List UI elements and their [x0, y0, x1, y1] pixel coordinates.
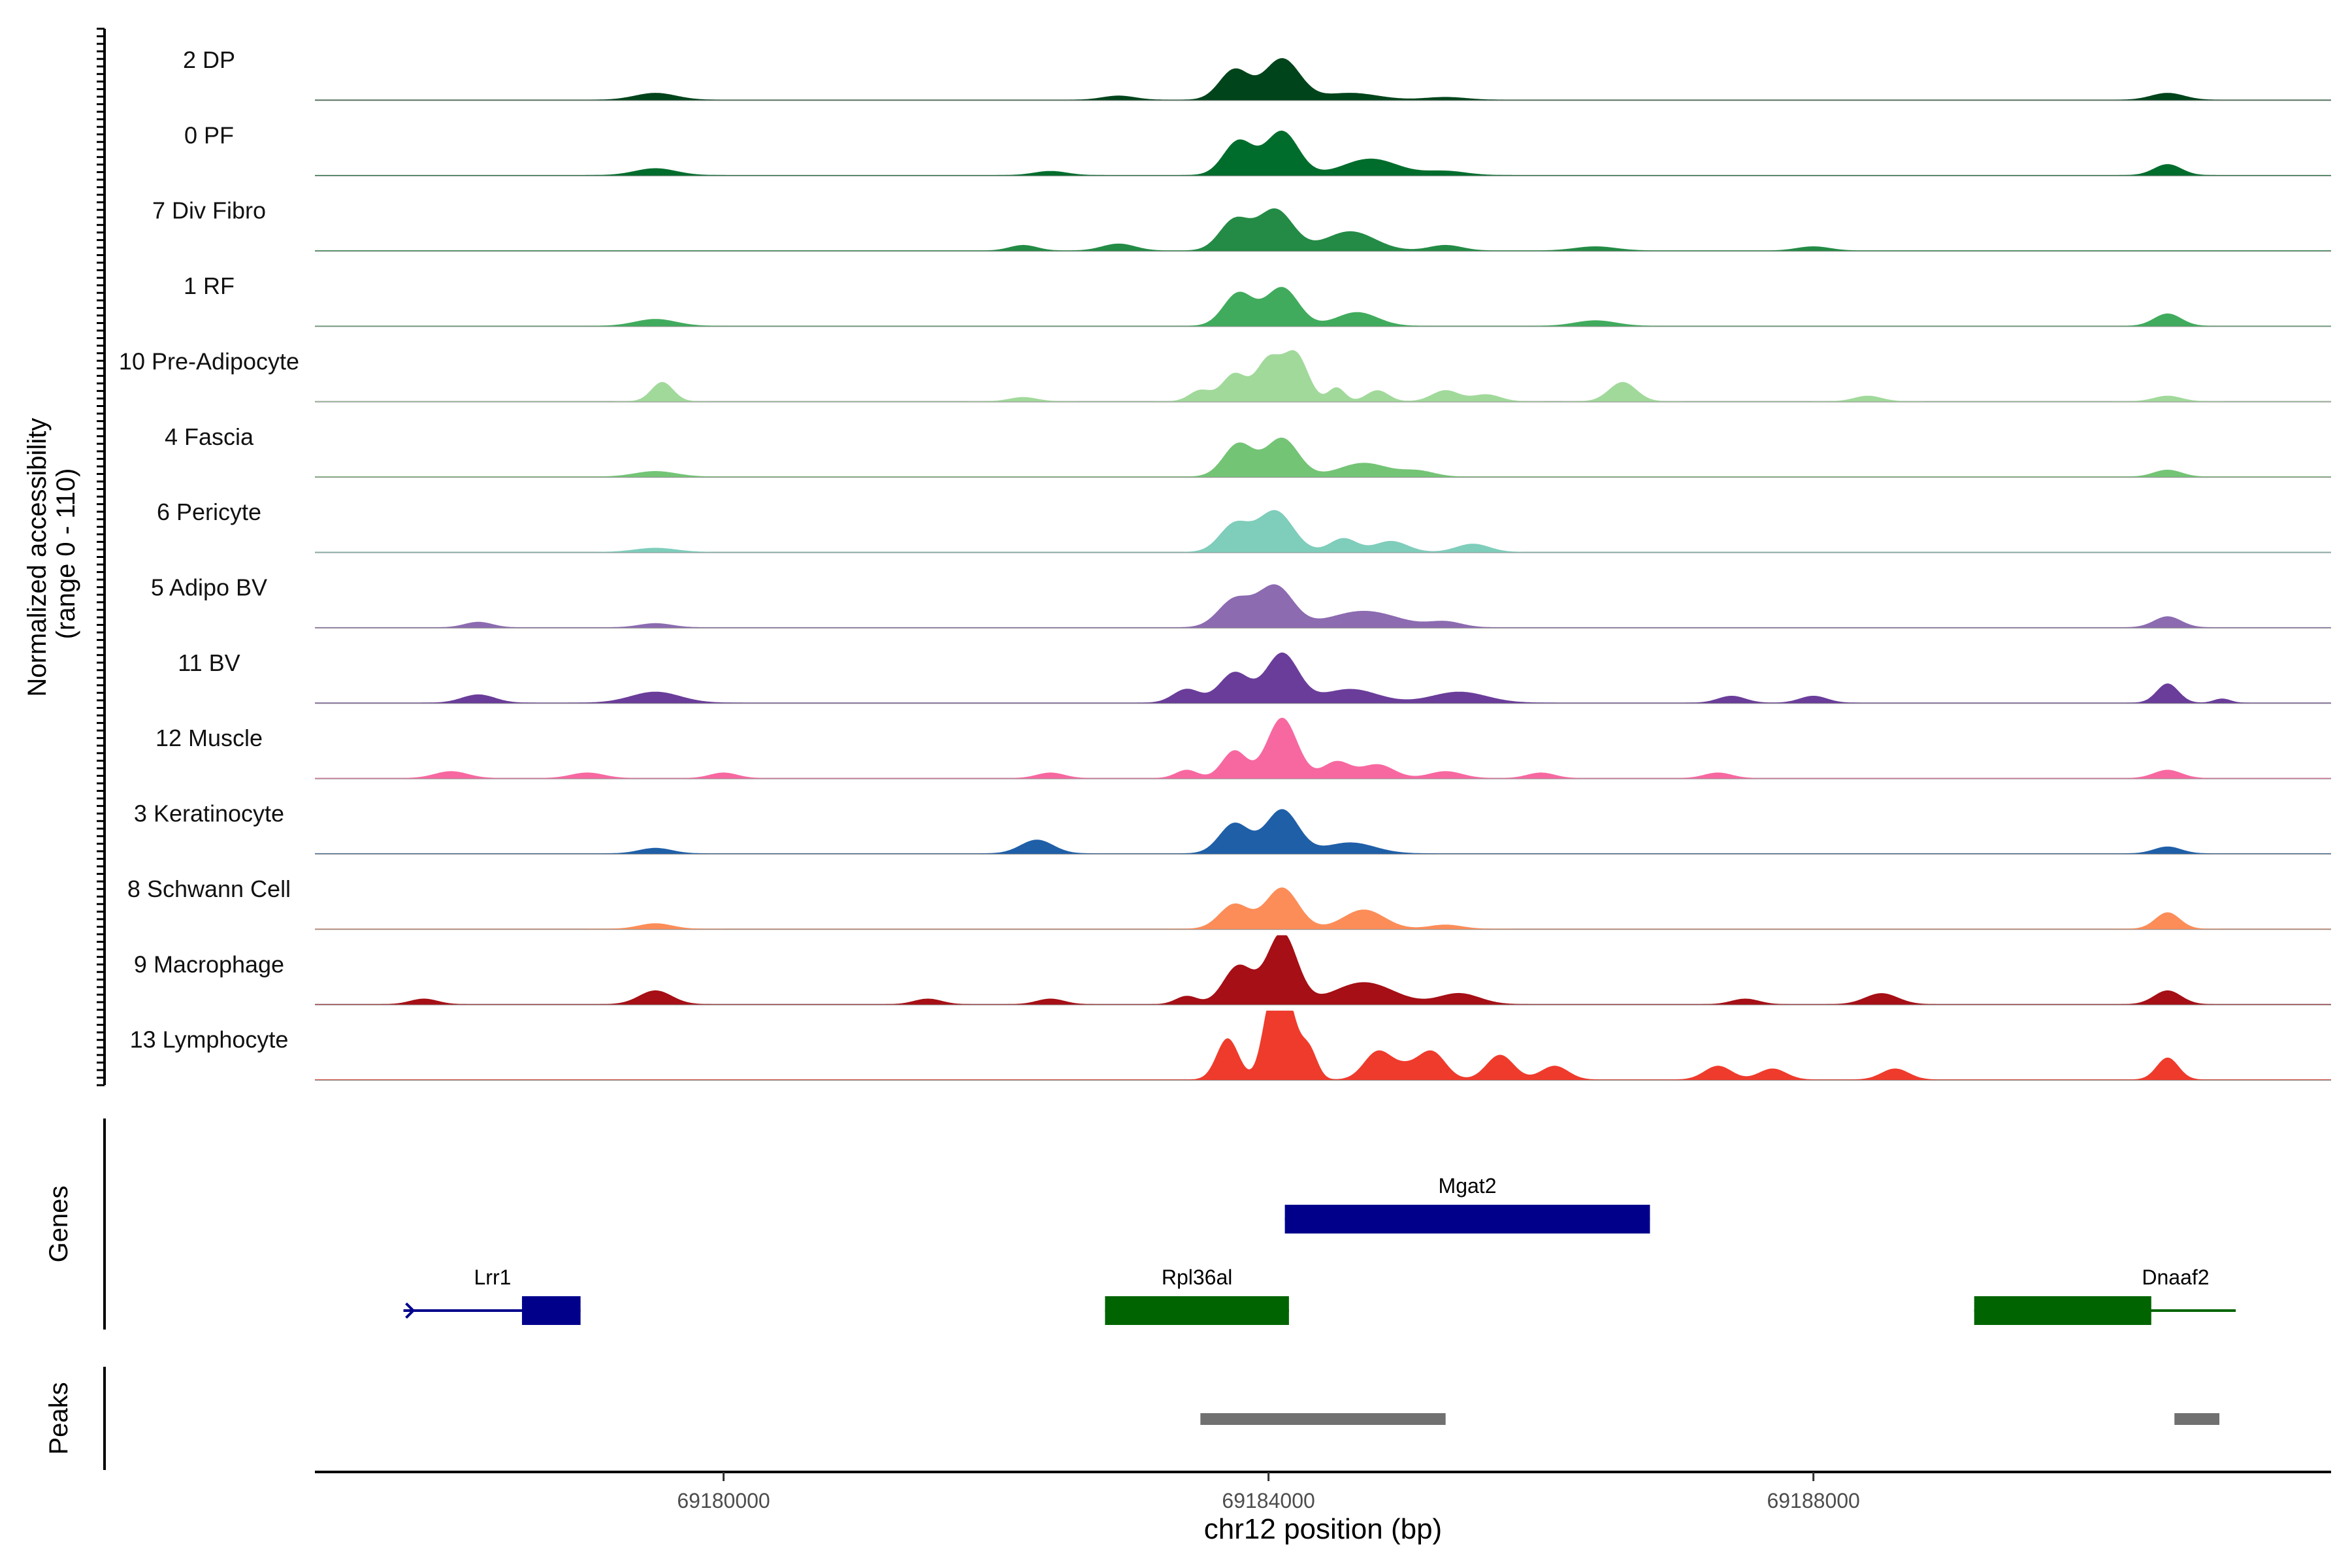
gene-mgat2: Mgat2	[1284, 1174, 1650, 1233]
x-axis-ticks: 69180000 69184000 69188000	[677, 1472, 1860, 1512]
track-label: 13 Lymphocyte	[130, 1026, 289, 1053]
peak-regions	[1200, 1413, 2220, 1425]
strand-arrow	[1106, 1302, 1117, 1319]
track-label: 12 Muscle	[155, 725, 263, 751]
track-13-lymphocyte: 13 Lymphocyte	[130, 1010, 2331, 1081]
coverage-area	[315, 287, 2331, 327]
y-axis-label-line1: Normalized accessibility	[23, 418, 52, 697]
gene-rpl36al: Rpl36al	[1105, 1266, 1289, 1325]
y-axis-label: Normalized accessibility (range 0 - 110)	[23, 411, 80, 697]
track-label: 10 Pre-Adipocyte	[119, 348, 299, 374]
track-label: 7 Div Fibro	[152, 197, 266, 224]
coverage-area	[315, 1010, 2331, 1080]
strand-arrow	[1286, 1211, 1297, 1228]
coverage-area	[315, 350, 2331, 402]
coverage-area	[315, 935, 2331, 1005]
y-axis-ticks	[97, 27, 105, 1086]
gene-label: Lrr1	[474, 1266, 511, 1289]
track-9-macrophage: 9 Macrophage	[134, 935, 2331, 1005]
track-8-schwann-cell: 8 Schwann Cell	[127, 875, 2331, 930]
strand-arrow	[1976, 1302, 1986, 1319]
track-2-dp: 2 DP	[183, 46, 2331, 101]
track-1-rf: 1 RF	[184, 272, 2331, 327]
coverage-area	[315, 130, 2331, 176]
peak-region	[1200, 1413, 1446, 1425]
gene-label: Rpl36al	[1162, 1266, 1233, 1289]
coverage-area	[315, 652, 2331, 704]
track-12-muscle: 12 Muscle	[155, 717, 2331, 779]
coverage-area	[315, 437, 2331, 478]
track-7-div-fibro: 7 Div Fibro	[152, 197, 2331, 252]
gene-dnaaf2: Dnaaf2	[1974, 1266, 2236, 1325]
track-10-pre-adipocyte: 10 Pre-Adipocyte	[119, 348, 2331, 402]
track-11-bv: 11 BV	[178, 649, 2331, 704]
x-tick-label: 69180000	[677, 1489, 770, 1512]
coverage-area	[315, 809, 2331, 854]
track-label: 2 DP	[183, 46, 235, 73]
track-label: 11 BV	[178, 649, 240, 676]
coverage-area	[315, 584, 2331, 628]
coverage-area	[315, 58, 2331, 101]
x-axis-label: chr12 position (bp)	[1204, 1513, 1442, 1545]
track-label: 4 Fascia	[165, 423, 254, 450]
track-label: 0 PF	[184, 122, 234, 148]
coverage-area	[315, 510, 2331, 553]
gene-exon	[1284, 1205, 1650, 1233]
coverage-tracks: 2 DP 0 PF 7 Div Fibro 1 RF 10 Pre-Adipocyte 4…	[119, 46, 2331, 1081]
track-label: 6 Pericyte	[157, 498, 261, 525]
track-5-adipo-bv: 5 Adipo BV	[151, 574, 2331, 629]
gene-exon	[1105, 1296, 1289, 1325]
coverage-area	[315, 717, 2331, 779]
coverage-area	[315, 887, 2331, 930]
gene-exon	[1974, 1296, 2151, 1325]
track-6-pericyte: 6 Pericyte	[157, 498, 2331, 553]
gene-lrr1: Lrr1	[403, 1266, 581, 1325]
gene-label: Mgat2	[1439, 1174, 1497, 1198]
peaks-panel-label: Peaks	[44, 1382, 73, 1454]
gene-label: Dnaaf2	[2142, 1266, 2209, 1289]
track-label: 5 Adipo BV	[151, 574, 267, 601]
gene-exon	[521, 1296, 581, 1325]
strand-arrow	[405, 1302, 416, 1319]
track-label: 3 Keratinocyte	[134, 800, 284, 827]
track-4-fascia: 4 Fascia	[165, 423, 2331, 478]
track-0-pf: 0 PF	[184, 122, 2331, 176]
y-axis-label-line2: (range 0 - 110)	[52, 468, 80, 640]
track-label: 8 Schwann Cell	[127, 875, 291, 902]
x-tick-label: 69184000	[1222, 1489, 1315, 1512]
track-label: 1 RF	[184, 272, 235, 299]
genes-panel-label: Genes	[44, 1186, 73, 1263]
coverage-area	[315, 208, 2331, 252]
x-tick-label: 69188000	[1767, 1489, 1859, 1512]
peak-region	[2174, 1413, 2220, 1425]
track-label: 9 Macrophage	[134, 951, 284, 977]
gene-annotations: Mgat2 Lrr1 Rpl36al Dnaaf2	[403, 1174, 2236, 1325]
track-3-keratinocyte: 3 Keratinocyte	[134, 800, 2331, 855]
